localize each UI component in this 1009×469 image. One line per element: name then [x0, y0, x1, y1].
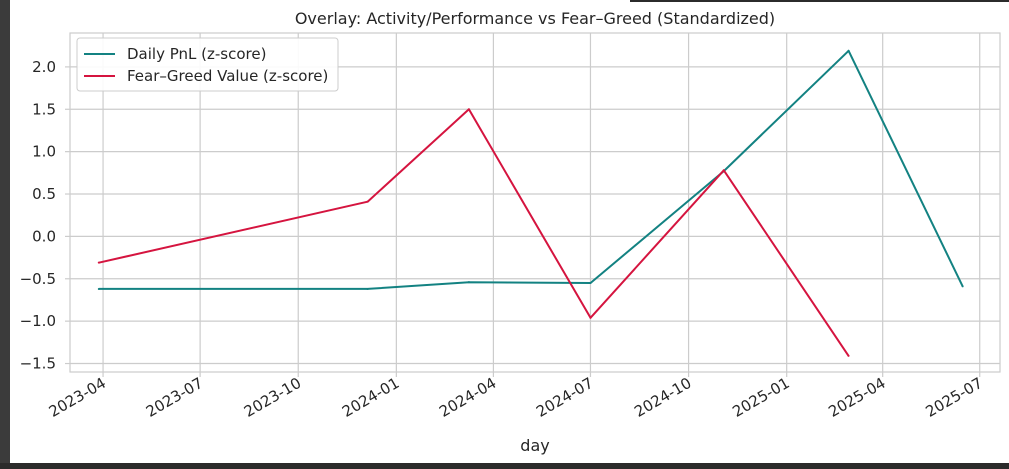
y-tick-label: 0.5 [32, 185, 56, 203]
x-tick-label: 2025-01 [729, 374, 792, 421]
x-tick-label: 2023-10 [241, 374, 304, 421]
data-point [589, 316, 592, 319]
series-line-fear-greed [98, 108, 850, 357]
plot-frame [69, 32, 1001, 373]
x-tick-label: 2024-04 [436, 374, 499, 421]
legend-label: Daily PnL (z-score) [127, 45, 266, 63]
data-point [97, 287, 100, 290]
legend: Daily PnL (z-score) Fear–Greed Value (z-s… [76, 37, 339, 92]
left-edge-strip [0, 0, 10, 469]
x-tick-label: 2023-07 [143, 374, 206, 421]
x-tick-label: 2025-04 [825, 374, 888, 421]
x-axis-label: day [520, 436, 549, 455]
series-layer [97, 49, 964, 357]
legend-label: Fear–Greed Value (z-score) [127, 67, 328, 85]
legend-box [76, 37, 339, 92]
x-tick-label: 2025-07 [922, 374, 985, 421]
x-tick-label: 2024-07 [533, 374, 596, 421]
y-tick-label: 0.0 [32, 227, 56, 245]
y-tick-label: 1.5 [32, 100, 56, 118]
y-tick-label: −1.0 [20, 312, 56, 330]
y-tick-label: 2.0 [32, 58, 56, 76]
data-point [961, 285, 964, 288]
data-point [847, 49, 850, 52]
y-tick-label: −1.5 [20, 355, 56, 373]
top-edge-bar [630, 0, 1009, 2]
data-point [847, 354, 850, 357]
data-point [467, 281, 470, 284]
y-tick-label: −0.5 [20, 270, 56, 288]
x-tick-label: 2023-04 [46, 374, 109, 421]
bottom-edge-strip [0, 463, 1009, 469]
data-point [722, 169, 725, 172]
data-point [97, 261, 100, 264]
chart-title: Overlay: Activity/Performance vs Fear–Gr… [295, 9, 775, 28]
data-point [366, 200, 369, 203]
data-point [467, 108, 470, 111]
y-tick-label: 1.0 [32, 143, 56, 161]
x-tick-label: 2024-10 [631, 374, 694, 421]
data-point [366, 287, 369, 290]
x-tick-label: 2024-01 [339, 374, 402, 421]
data-point [589, 282, 592, 285]
